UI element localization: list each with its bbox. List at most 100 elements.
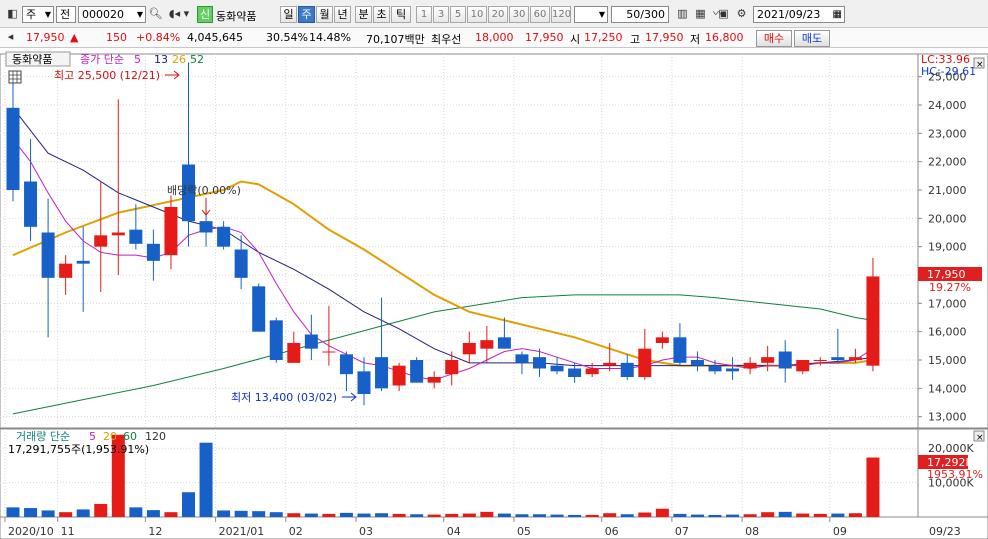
volume-bar: [234, 510, 248, 517]
x-tick-label: 2021/01: [219, 525, 265, 538]
candle-body: [252, 286, 266, 332]
sell-button[interactable]: 매도: [794, 30, 830, 47]
date-input[interactable]: 2021/09/23 ▦: [753, 6, 845, 23]
count-input[interactable]: 50/300: [611, 6, 669, 23]
volume-panel: [0, 428, 919, 518]
chart-title: 동화약품: [12, 52, 52, 66]
y-tick-label: 17,000: [928, 297, 967, 310]
volume-collapse-button[interactable]: [973, 430, 985, 442]
ask-price: 18,000: [475, 31, 514, 44]
candle-body: [831, 357, 845, 360]
open-label: 시: [570, 33, 581, 46]
candle-body: [638, 348, 652, 377]
candle-body: [585, 368, 599, 375]
volume-bars: [6, 434, 880, 517]
quote-strip: ◂ 17,950 ▲ 150 +0.84% 4,045,645 30.54% 1…: [0, 28, 988, 48]
interval-120[interactable]: 120: [551, 6, 571, 23]
volume-bar: [24, 508, 38, 517]
arrow-down-icon: [201, 198, 211, 216]
wave-icon[interactable]: 〰: [713, 7, 724, 20]
chart-tools-icon[interactable]: ▥: [677, 7, 688, 20]
settings-grid-icon[interactable]: ▦: [695, 7, 706, 20]
volume-bar: [164, 512, 178, 517]
candle-body: [813, 360, 827, 361]
volume-bar: [59, 512, 73, 517]
price-tag: [918, 267, 982, 281]
candle-body: [761, 357, 775, 363]
market-select[interactable]: 주 ▼: [22, 6, 54, 23]
price-chart[interactable]: 13,00014,00015,00016,00017,00018,00019,0…: [0, 48, 988, 539]
volume-bar: [357, 513, 371, 517]
period-week[interactable]: 주: [298, 6, 315, 23]
high-price: 17,950: [645, 31, 684, 44]
volume-bar: [568, 514, 582, 517]
low-price: 16,800: [705, 31, 744, 44]
interval-3[interactable]: 3: [433, 6, 449, 23]
chevron-down-icon: ▼: [598, 10, 605, 19]
save-icon[interactable]: ▣: [718, 7, 729, 20]
interval-10[interactable]: 10: [467, 6, 487, 23]
candle-body: [796, 360, 810, 372]
candle-body: [427, 377, 441, 383]
x-tick-label: 06: [605, 525, 619, 538]
interval-5[interactable]: 5: [450, 6, 466, 23]
gear-icon[interactable]: ⚙: [736, 7, 747, 20]
candle-body: [304, 334, 318, 349]
price-collapse-button[interactable]: [973, 57, 985, 69]
volume-legend-20: 20: [103, 430, 117, 443]
trade-amount: 70,107백만: [366, 33, 425, 46]
price-change-pct: +0.84%: [136, 31, 181, 44]
y-tick-label: 14,000: [928, 382, 967, 395]
market-value: 주: [26, 8, 37, 21]
interval-20[interactable]: 20: [488, 6, 508, 23]
volume-tick-label: 10,000K: [928, 477, 974, 490]
interval-30[interactable]: 30: [509, 6, 529, 23]
interval-1[interactable]: 1: [416, 6, 432, 23]
stock-tab[interactable]: [5, 51, 71, 67]
stock-code-input[interactable]: 000020 ▼: [78, 6, 146, 23]
chart-window-icon[interactable]: ◧: [7, 7, 18, 20]
open-price: 17,250: [584, 31, 623, 44]
axis-labels: 13,00014,00015,00016,00017,00018,00019,0…: [4, 71, 974, 538]
volume-bar: [304, 513, 318, 517]
volume-bar: [515, 514, 529, 517]
count-value: 50/300: [626, 8, 665, 21]
toggle-icon[interactable]: ◂: [7, 30, 14, 43]
volume-legend-5: 5: [89, 430, 96, 443]
volume-bar: [673, 513, 687, 517]
buy-button[interactable]: 매수: [756, 30, 792, 47]
ma-legend-52: 52: [190, 53, 204, 66]
period-second[interactable]: 초: [373, 6, 390, 23]
period-year[interactable]: 년: [334, 6, 351, 23]
period-month[interactable]: 월: [316, 6, 333, 23]
period-tick[interactable]: 틱: [391, 6, 411, 23]
volume-bar: [690, 514, 704, 517]
speaker-icon[interactable]: ◖◂ ▾: [168, 7, 190, 20]
range-select[interactable]: 전: [56, 6, 76, 23]
lc-label: LC:33.96: [921, 53, 970, 66]
volume-bar: [813, 513, 827, 517]
candle-body: [673, 337, 687, 363]
ma52-line: [12, 294, 874, 415]
volume-bar: [796, 513, 810, 517]
interval-60[interactable]: 60: [530, 6, 550, 23]
volume-tag: [918, 455, 968, 469]
volume-bar: [146, 510, 160, 517]
candle-body: [199, 221, 213, 233]
table-icon[interactable]: [8, 70, 22, 84]
x-tick-label: 12: [148, 525, 162, 538]
arrow-right-icon: [165, 70, 180, 80]
high-label: 고: [630, 33, 641, 46]
calendar-icon[interactable]: ▦: [832, 9, 842, 20]
candle-body: [375, 357, 389, 389]
y-tick-label: 20,000: [928, 212, 967, 225]
volume-bar: [76, 509, 90, 517]
volume-bar: [708, 514, 722, 517]
y-tick-label: 15,000: [928, 354, 967, 367]
period-minute[interactable]: 분: [355, 6, 372, 23]
period-day[interactable]: 일: [280, 6, 297, 23]
candle-body: [603, 362, 617, 366]
custom-interval-select[interactable]: ▼: [574, 6, 608, 23]
candle-body: [182, 164, 195, 222]
search-icon[interactable]: 🔍︎: [148, 7, 163, 20]
